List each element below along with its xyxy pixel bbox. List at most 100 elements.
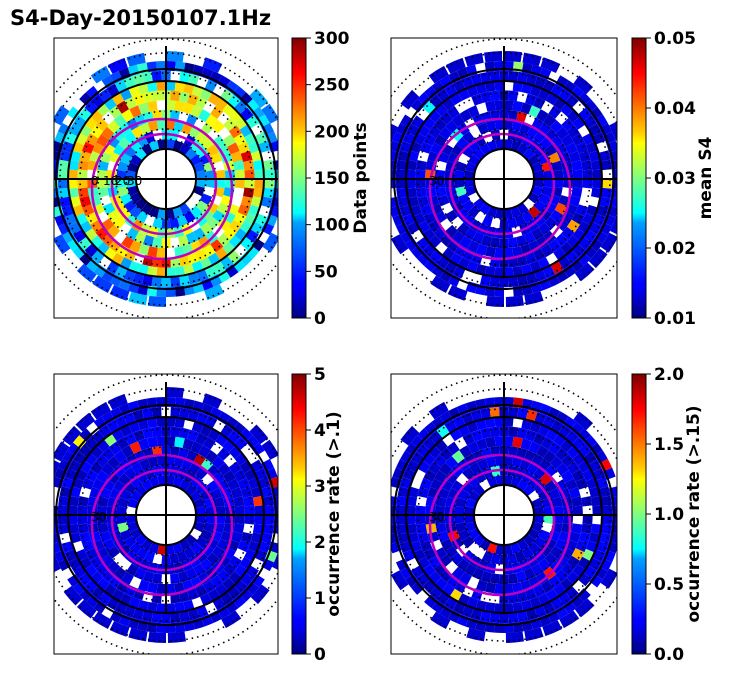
heat-cell: [179, 71, 191, 84]
heat-cell: [148, 542, 160, 554]
heat-cell: [251, 574, 265, 588]
heat-cell: [193, 185, 205, 197]
heat-cell: [561, 118, 575, 132]
heat-cell: [395, 458, 409, 472]
heat-cell: [452, 79, 466, 93]
heat-cell: [166, 100, 176, 111]
heat-cell: [571, 160, 583, 171]
heat-cell: [539, 544, 553, 557]
heat-cell: [124, 550, 137, 564]
heat-cell: [417, 252, 431, 266]
heat-cell: [452, 601, 466, 615]
heat-cell: [217, 447, 231, 461]
heat-cell: [170, 426, 181, 438]
heat-cell: [106, 209, 120, 223]
heat-cell: [262, 232, 278, 253]
heat-cell: [434, 470, 448, 483]
heat-cell: [476, 243, 488, 256]
heat-cell: [261, 558, 275, 572]
heat-cell: [174, 601, 186, 613]
heat-cell: [538, 558, 552, 572]
heat-cell: [101, 75, 115, 89]
heat-cell: [452, 415, 466, 429]
heat-cell: [166, 603, 176, 614]
heat-cell: [467, 240, 480, 253]
heat-cell: [90, 65, 111, 84]
heat-cell: [79, 195, 92, 208]
heat-cell: [261, 458, 275, 472]
heat-cell: [494, 100, 504, 111]
colorbar-tick-label: 100: [314, 216, 350, 236]
heat-cell: [179, 610, 191, 623]
heat-cell: [499, 277, 509, 288]
heat-cell: [254, 132, 268, 145]
heat-cell: [528, 240, 541, 253]
heat-cell: [415, 515, 426, 525]
heat-cell: [582, 179, 593, 189]
heat-cell: [459, 109, 472, 123]
heat-cell: [187, 73, 200, 86]
heat-cell: [228, 461, 242, 475]
heat-cell: [447, 70, 461, 84]
heat-cell: [447, 610, 461, 624]
heat-cell: [410, 99, 425, 113]
heat-cell: [524, 627, 544, 642]
heat-cell: [123, 269, 136, 282]
heat-cell: [578, 150, 591, 163]
heat-cell: [209, 406, 223, 420]
heat-cell: [178, 255, 190, 267]
heat-cell: [102, 202, 116, 215]
heat-cell: [141, 407, 153, 420]
heat-cell: [455, 186, 467, 197]
heat-cell: [75, 412, 96, 432]
heat-cell: [131, 126, 144, 139]
heat-cell: [430, 611, 451, 630]
heat-cell: [166, 436, 176, 447]
heat-cell: [221, 610, 242, 629]
heat-cell: [495, 139, 504, 150]
heat-cell: [146, 265, 158, 277]
heat-cell: [178, 234, 190, 247]
heat-cell: [76, 599, 97, 619]
heat-cell: [166, 208, 175, 219]
heat-cell: [592, 179, 603, 189]
heat-cell: [464, 170, 475, 179]
heat-cell: [533, 214, 546, 228]
heat-cell: [178, 570, 190, 583]
heat-cell: [57, 169, 68, 179]
heat-cell: [138, 579, 150, 592]
colorbar-tick-label: 2.0: [654, 365, 684, 385]
heat-cell: [182, 102, 194, 115]
heat-cell: [444, 471, 458, 485]
heat-cell: [410, 245, 425, 259]
heat-cell: [550, 545, 564, 559]
heat-cell: [232, 594, 246, 609]
crosshair-occurrence-1: [54, 382, 278, 614]
heat-cell: [93, 416, 107, 430]
heat-cell: [206, 216, 220, 230]
heat-cell: [489, 90, 500, 102]
heat-cell: [396, 187, 408, 199]
heat-cell: [525, 608, 538, 621]
heat-cell: [434, 505, 446, 515]
heat-cell: [124, 96, 137, 110]
heat-cell: [531, 521, 543, 533]
heat-cell: [391, 123, 399, 143]
heat-cell: [202, 244, 216, 258]
heat-cell: [525, 272, 538, 285]
heat-cell: [205, 505, 216, 515]
heat-cell: [202, 393, 223, 410]
magenta-contours-mean-s4: [428, 117, 572, 261]
heat-cell: [126, 515, 137, 524]
heat-cell: [504, 267, 514, 278]
heat-cell: [467, 441, 480, 454]
heat-cell: [113, 450, 127, 464]
heat-cell: [147, 582, 158, 594]
heat-cell: [456, 222, 470, 236]
heat-cell: [477, 122, 489, 135]
heat-cell: [146, 601, 158, 613]
heat-cell: [451, 230, 465, 244]
heat-cell: [589, 574, 603, 588]
heat-cell: [602, 179, 613, 189]
